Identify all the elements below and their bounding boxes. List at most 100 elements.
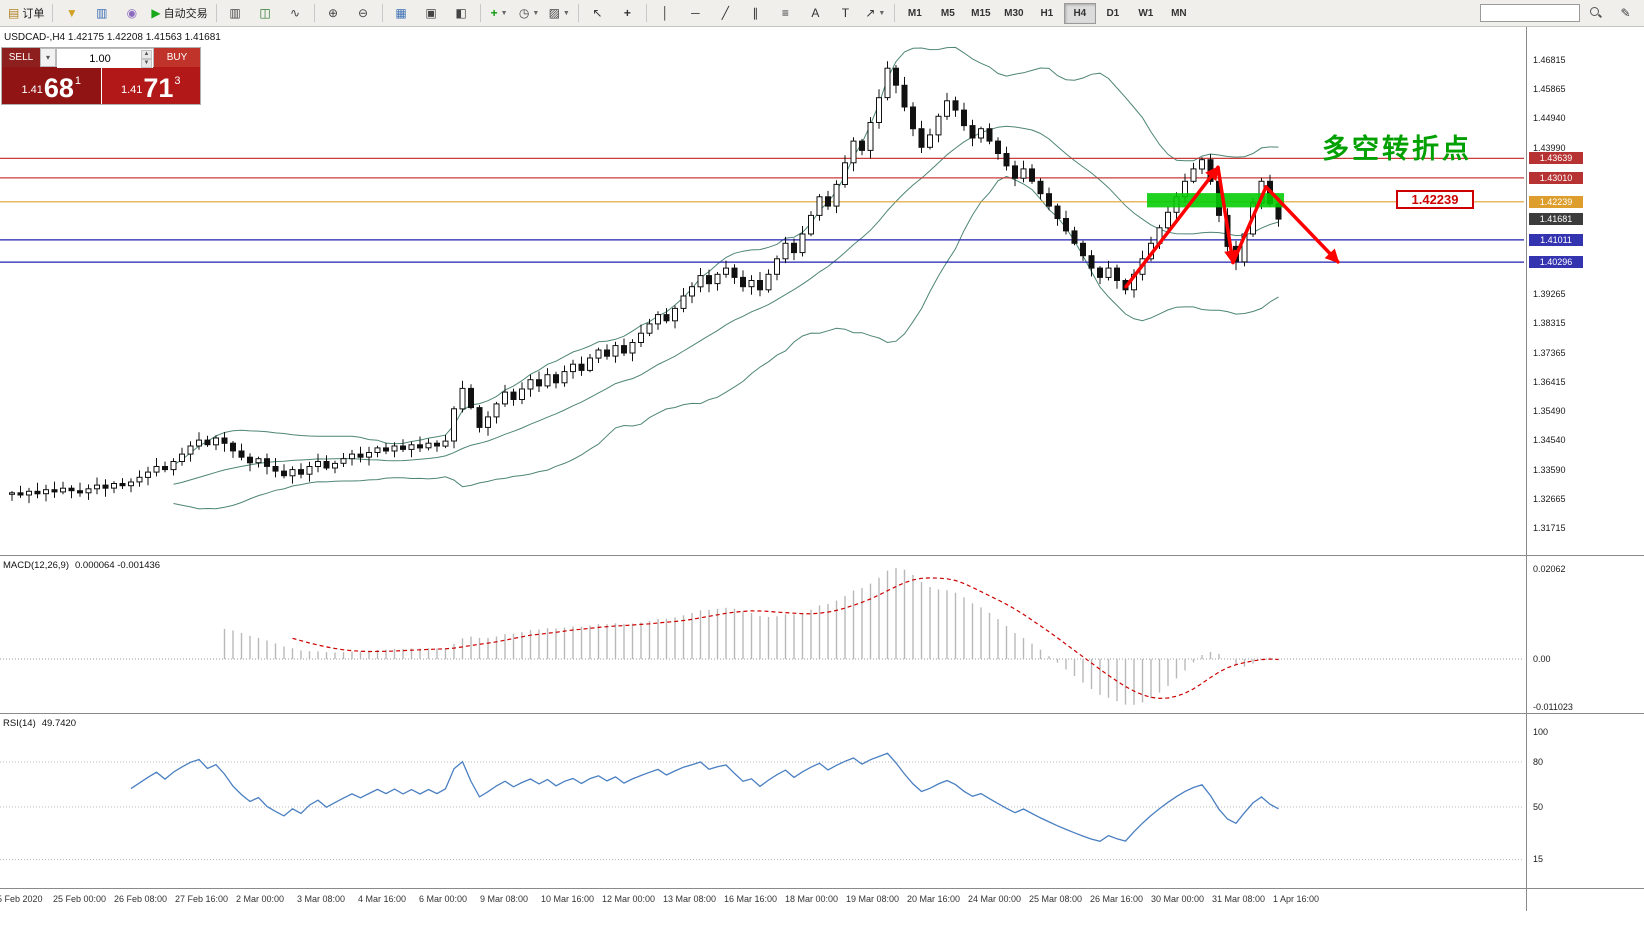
community-button[interactable]: ◉ xyxy=(117,2,146,25)
templates-button[interactable]: ▨ ▼ xyxy=(545,2,574,25)
tile-windows-button[interactable]: ▦ xyxy=(387,2,416,25)
line-chart-button[interactable]: ∿ xyxy=(281,2,310,25)
equidistant-channel-button[interactable]: ∥ xyxy=(741,2,770,25)
candlestick-chart-button[interactable]: ◫ xyxy=(251,2,280,25)
templates-icon: ▨ xyxy=(548,6,560,20)
indicators-button[interactable]: + ▼ xyxy=(485,2,514,25)
vertical-line-icon: │ xyxy=(661,6,670,20)
macd-axis[interactable]: 0.02062 0.00 -0.011023 xyxy=(1526,556,1644,713)
lot-decrease-button[interactable]: ▼ xyxy=(141,59,152,68)
favorites-button[interactable]: ▼ xyxy=(57,2,86,25)
macd-chart[interactable] xyxy=(0,556,1644,713)
time-axis-label: 16 Mar 16:00 xyxy=(724,894,778,904)
time-axis-label: 13 Mar 08:00 xyxy=(663,894,717,904)
sell-price-display[interactable]: 1.41 68 1 xyxy=(2,67,101,104)
market-watch-icon: ▥ xyxy=(96,6,108,20)
chevron-down-icon: ▼ xyxy=(562,9,570,17)
cursor-button[interactable]: ↖ xyxy=(583,2,612,25)
bar-chart-icon: ▥ xyxy=(229,6,241,20)
arrows-button[interactable]: ↗ ▼ xyxy=(861,2,890,25)
price-line-badge: 1.43639 xyxy=(1529,152,1583,164)
time-axis-label: 12 Mar 00:00 xyxy=(602,894,656,904)
zoom-in-button[interactable]: ⊕ xyxy=(319,2,348,25)
crosshair-button[interactable]: + xyxy=(613,2,642,25)
price-axis-tick: 1.39265 xyxy=(1533,289,1566,299)
macd-values: 0.000064 -0.001436 xyxy=(75,560,161,571)
text-label-button[interactable]: T xyxy=(831,2,860,25)
price-line-badge: 1.43010 xyxy=(1529,172,1583,184)
timeframe-M1-button[interactable]: M1 xyxy=(907,7,922,19)
buy-price-big: 71 xyxy=(143,73,174,104)
fibonacci-button[interactable]: ≡ xyxy=(771,2,800,25)
search-input[interactable] xyxy=(1480,4,1580,22)
tile-windows-icon: ▦ xyxy=(395,6,407,20)
new-order-label: 订单 xyxy=(22,8,45,20)
price-axis-tick: 1.44940 xyxy=(1533,113,1566,123)
time-axis-label: 24 Mar 00:00 xyxy=(968,894,1022,904)
timeframe-M5-button[interactable]: M5 xyxy=(940,7,955,19)
periods-button[interactable]: ◷ ▼ xyxy=(515,2,544,25)
edit-button[interactable]: ✎ xyxy=(1611,2,1640,25)
price-axis[interactable]: 1.46815 1.45865 1.44940 1.43990 1.39265 1.383… xyxy=(1526,27,1644,555)
timeframe-H1-button[interactable]: H1 xyxy=(1040,7,1054,19)
time-axis-label: 10 Mar 16:00 xyxy=(541,894,595,904)
timeframe-MN-button[interactable]: MN xyxy=(1171,7,1187,19)
trendline-button[interactable]: ╱ xyxy=(711,2,740,25)
zoom-out-button[interactable]: ⊖ xyxy=(349,2,378,25)
arrange-windows-button[interactable]: ◧ xyxy=(447,2,476,25)
timeframe-W1-button[interactable]: W1 xyxy=(1138,7,1154,19)
trade-options-caret[interactable]: ▾ xyxy=(40,48,56,67)
bar-chart-button[interactable]: ▥ xyxy=(221,2,250,25)
horizontal-lines[interactable] xyxy=(0,157,1524,263)
rsi-label-row: RSI(14) 49.7420 xyxy=(3,718,76,729)
market-watch-button[interactable]: ▥ xyxy=(87,2,116,25)
sell-button[interactable]: SELL xyxy=(2,48,40,67)
autotrade-button[interactable]: ▶ 自动交易 xyxy=(147,2,211,25)
price-line-badge: 1.40296 xyxy=(1529,256,1583,268)
green-zone-rect[interactable] xyxy=(1147,193,1284,208)
timeframe-D1-button[interactable]: D1 xyxy=(1106,7,1120,19)
rsi-label: RSI(14) xyxy=(3,718,36,729)
timeframe-M30-button[interactable]: M30 xyxy=(1004,7,1024,19)
time-axis[interactable]: 25 Feb 2020 25 Feb 00:00 26 Feb 08:00 27 Fe… xyxy=(0,889,1644,911)
time-axis-label: 27 Feb 16:00 xyxy=(175,894,229,904)
pencil-icon: ✎ xyxy=(1620,6,1631,20)
horizontal-line-button[interactable]: ─ xyxy=(681,2,710,25)
time-axis-label: 26 Feb 08:00 xyxy=(114,894,168,904)
search-icon xyxy=(1589,6,1603,20)
candlestick-chart-icon: ◫ xyxy=(259,6,271,20)
price-tag-label[interactable]: 1.42239 xyxy=(1396,190,1474,209)
toolbar-separator xyxy=(645,4,647,22)
red-trend-arrows[interactable] xyxy=(1124,165,1340,289)
price-chart[interactable] xyxy=(0,27,1644,555)
cascade-windows-button[interactable]: ▣ xyxy=(417,2,446,25)
time-axis-label: 19 Mar 08:00 xyxy=(846,894,900,904)
timeframe-M15-button[interactable]: M15 xyxy=(971,7,991,19)
lot-size-input[interactable] xyxy=(57,50,153,68)
time-axis-label: 1 Apr 16:00 xyxy=(1273,894,1320,904)
toolbar-separator xyxy=(893,4,895,22)
horizontal-line-icon: ─ xyxy=(691,6,700,20)
price-line-badge: 1.41011 xyxy=(1529,234,1583,246)
community-icon: ◉ xyxy=(126,6,138,20)
autotrade-label: 自动交易 xyxy=(163,8,208,20)
search-button[interactable] xyxy=(1581,2,1610,25)
chevron-down-icon: ▼ xyxy=(500,9,508,17)
lot-increase-button[interactable]: ▲ xyxy=(141,50,152,59)
rsi-axis[interactable]: 100 80 50 15 xyxy=(1526,714,1644,888)
text-button[interactable]: A xyxy=(801,2,830,25)
macd-panel: MACD(12,26,9) 0.000064 -0.001436 0.02062… xyxy=(0,556,1644,714)
rsi-chart[interactable] xyxy=(0,714,1644,888)
new-order-button[interactable]: ▤ 订单 xyxy=(4,2,48,25)
timeframe-H4-button[interactable]: H4 xyxy=(1063,2,1096,24)
sell-price-big: 68 xyxy=(43,73,74,104)
vertical-line-button[interactable]: │ xyxy=(651,2,680,25)
price-axis-tick: 1.34540 xyxy=(1533,435,1566,445)
price-line-badge: 1.42239 xyxy=(1529,196,1583,208)
buy-button[interactable]: BUY xyxy=(154,48,200,67)
macd-label: MACD(12,26,9) xyxy=(3,560,69,571)
annotation-text[interactable]: 多空转折点 xyxy=(1322,134,1472,164)
time-axis-label: 25 Feb 2020 xyxy=(0,894,43,904)
toolbar-separator xyxy=(381,4,383,22)
buy-price-display[interactable]: 1.41 71 3 xyxy=(100,67,200,104)
